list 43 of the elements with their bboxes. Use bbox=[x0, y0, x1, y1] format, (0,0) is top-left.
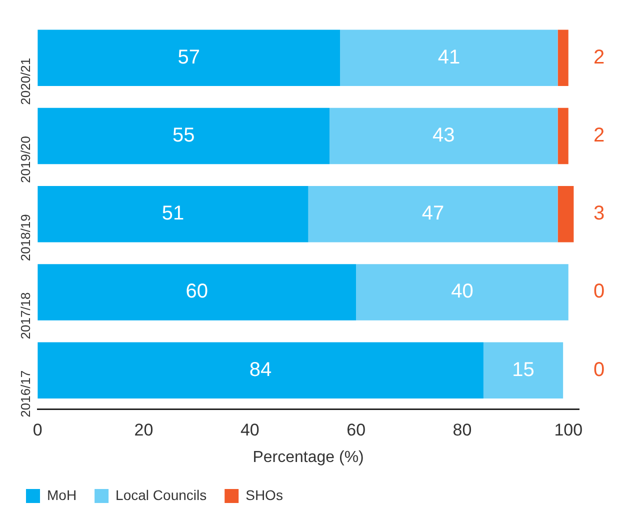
data-label: 2 bbox=[593, 124, 605, 146]
bar bbox=[38, 264, 356, 320]
bar bbox=[483, 342, 564, 398]
x-tick-label: 100 bbox=[554, 420, 583, 440]
y-tick-label: 2018/19 bbox=[18, 214, 34, 262]
bar bbox=[38, 30, 340, 86]
data-label: 57 bbox=[178, 46, 200, 68]
bar bbox=[558, 30, 568, 86]
legend-label: Local Councils bbox=[116, 486, 207, 503]
data-label: 40 bbox=[451, 280, 474, 303]
data-label: 60 bbox=[186, 280, 208, 303]
x-axis-title: Percentage (%) bbox=[252, 448, 364, 466]
x-tick-label: 60 bbox=[346, 420, 366, 440]
legend-label: SHOs bbox=[246, 486, 283, 503]
bar bbox=[558, 186, 574, 242]
x-tick-label: 80 bbox=[452, 420, 472, 440]
y-tick-label: 2020/21 bbox=[18, 58, 34, 105]
y-tick-label: 2019/20 bbox=[18, 136, 34, 183]
y-tick-label: 2017/18 bbox=[18, 292, 34, 340]
legend-label: MoH bbox=[47, 486, 77, 503]
x-tick-label: 40 bbox=[240, 420, 260, 440]
data-label: 0 bbox=[593, 358, 605, 381]
x-tick-label: 0 bbox=[32, 420, 42, 440]
data-label: 41 bbox=[438, 46, 460, 68]
bar bbox=[38, 342, 484, 398]
bar bbox=[308, 186, 558, 242]
data-label: 55 bbox=[172, 124, 195, 146]
data-label: 15 bbox=[512, 358, 534, 381]
y-tick-label: 2016/17 bbox=[18, 370, 34, 418]
data-label: 2 bbox=[593, 46, 605, 68]
bar bbox=[340, 30, 558, 86]
bar bbox=[38, 108, 330, 164]
bar bbox=[38, 186, 308, 242]
data-label: 47 bbox=[422, 202, 444, 225]
data-label: 51 bbox=[162, 202, 184, 225]
bar bbox=[558, 108, 568, 164]
data-label: 0 bbox=[593, 280, 605, 303]
data-label: 43 bbox=[432, 124, 455, 146]
data-label: 3 bbox=[593, 202, 605, 225]
data-label: 84 bbox=[249, 358, 272, 381]
bar bbox=[330, 108, 558, 164]
x-tick-label: 20 bbox=[134, 420, 154, 440]
bar bbox=[356, 264, 568, 320]
